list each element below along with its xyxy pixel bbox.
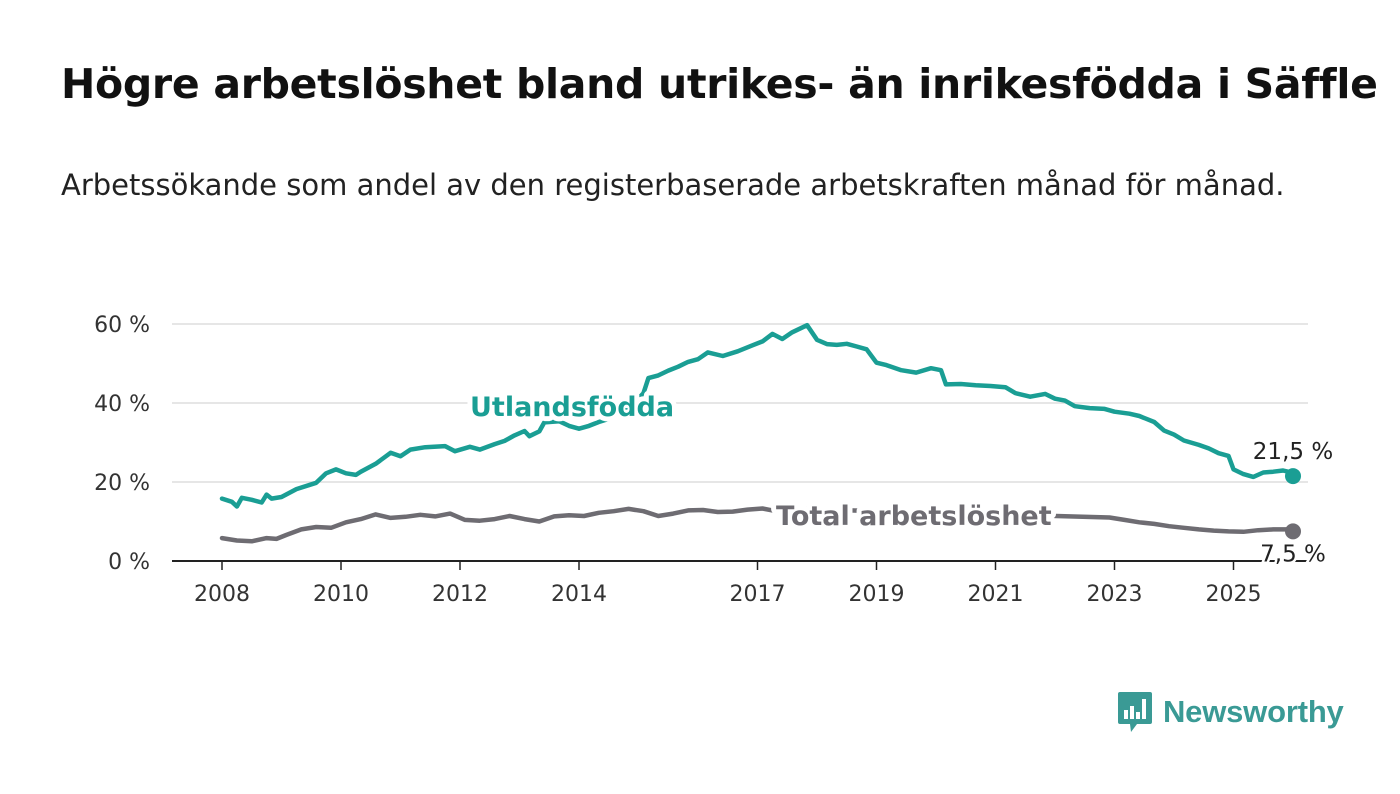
series-name-label: Total arbetslöshet: [776, 501, 1052, 532]
y-tick-label: 0 %: [108, 550, 150, 575]
y-tick-label: 60 %: [94, 313, 150, 338]
series-line-total: [219, 506, 1296, 544]
series-end-marker: [1285, 523, 1301, 540]
x-tick-label: 2012: [432, 582, 488, 607]
x-tick-label: 2025: [1206, 582, 1262, 607]
x-tick-label: 2019: [849, 582, 905, 607]
series-name-label: Utlandsfödda: [470, 392, 674, 423]
series-line-utlandsfodda: [219, 322, 1296, 509]
series-lines: [219, 322, 1301, 544]
series-end-label: 7,5 %: [1260, 541, 1326, 567]
chart-subtitle: Arbetssökande som andel av den registerb…: [61, 168, 1285, 202]
y-axis-tick-labels: 0 % 20 % 40 % 60 %: [94, 313, 150, 575]
bar-chart-bubble-icon: [1118, 692, 1152, 732]
x-tick-label: 2014: [551, 582, 607, 607]
y-tick-label: 40 %: [94, 392, 150, 417]
series-labels: 21,5 % 7,5 % Utlandsfödda Total arbetslöshe…: [465, 387, 1333, 570]
x-tick-label: 2017: [730, 582, 786, 607]
series-end-label: 21,5 %: [1253, 439, 1333, 465]
series-end-marker: [1285, 468, 1301, 485]
grid-lines: [172, 323, 1308, 562]
y-tick-label: 20 %: [94, 471, 150, 496]
x-tick-label: 2010: [313, 582, 369, 607]
x-tick-label: 2021: [968, 582, 1024, 607]
newsworthy-logo: Newsworthy: [1117, 690, 1344, 734]
x-tick-label: 2008: [194, 582, 250, 607]
x-axis-tick-labels: 2008 2010 2012 2014 2017 2019 2021 2023 2025: [194, 561, 1262, 607]
page-title: Högre arbetslöshet bland utrikes- än inr…: [61, 60, 1378, 108]
logo-text: Newsworthy: [1163, 694, 1344, 729]
x-tick-label: 2023: [1087, 582, 1143, 607]
